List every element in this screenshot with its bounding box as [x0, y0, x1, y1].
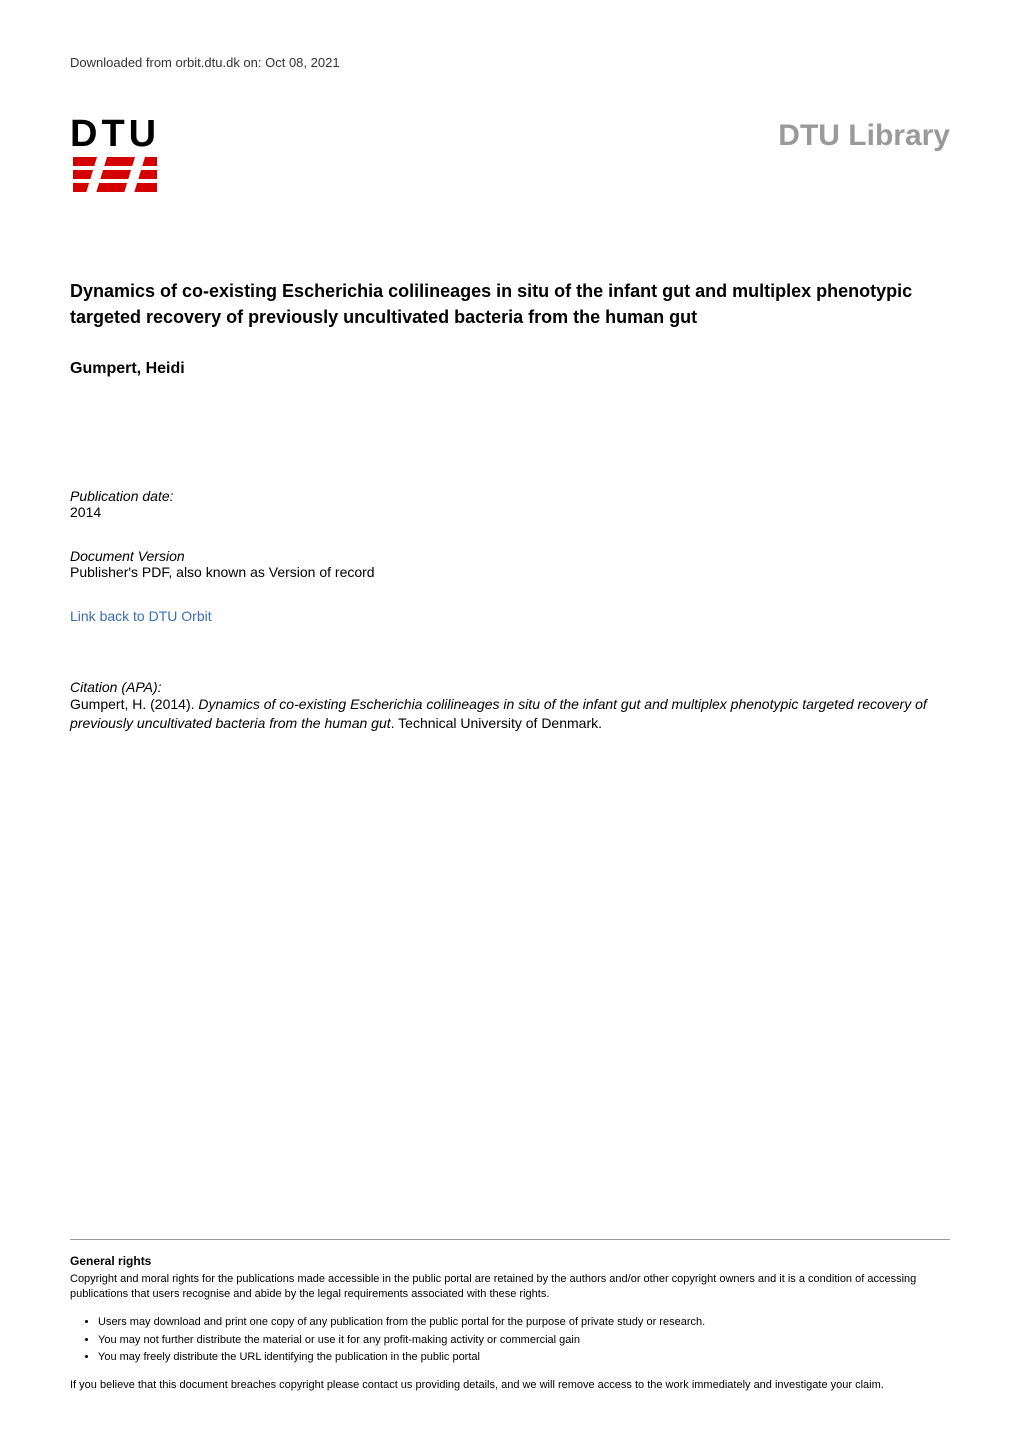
docversion-value: Publisher's PDF, also known as Version o… [70, 564, 950, 580]
divider [70, 1239, 950, 1240]
library-label: DTU Library [778, 119, 950, 153]
citation-tail: . Technical University of Denmark. [391, 715, 602, 731]
rights-closing: If you believe that this document breach… [70, 1378, 950, 1393]
pubdate-value: 2014 [70, 504, 950, 520]
document-authors: Gumpert, Heidi [70, 360, 950, 378]
citation-label: Citation (APA): [70, 679, 950, 695]
rights-bullet: Users may download and print one copy of… [98, 1314, 950, 1331]
publication-date-block: Publication date: 2014 [70, 488, 950, 520]
docversion-label: Document Version [70, 548, 950, 564]
dtu-stripes-icon [73, 157, 157, 203]
citation-block: Citation (APA): Gumpert, H. (2014). Dyna… [70, 679, 950, 733]
document-version-block: Document Version Publisher's PDF, also k… [70, 548, 950, 580]
citation-text: Gumpert, H. (2014). Dynamics of co-exist… [70, 695, 950, 733]
header-row: DTU DTU Library [70, 115, 950, 203]
citation-author-year: Gumpert, H. (2014). [70, 696, 198, 712]
dtu-logo-text: DTU [70, 115, 160, 153]
document-title: Dynamics of co-existing Escherichia coli… [70, 278, 950, 330]
rights-bullets: Users may download and print one copy of… [70, 1314, 950, 1365]
backlink-orbit[interactable]: Link back to DTU Orbit [70, 608, 950, 624]
page-container: Downloaded from orbit.dtu.dk on: Oct 08,… [0, 0, 1020, 1443]
rights-intro: Copyright and moral rights for the publi… [70, 1272, 950, 1303]
pubdate-label: Publication date: [70, 488, 950, 504]
general-rights-block: General rights Copyright and moral right… [70, 1239, 950, 1393]
rights-bullet: You may freely distribute the URL identi… [98, 1349, 950, 1366]
rights-heading: General rights [70, 1254, 950, 1268]
download-line: Downloaded from orbit.dtu.dk on: Oct 08,… [70, 55, 950, 70]
dtu-logo: DTU [70, 115, 160, 203]
rights-bullet: You may not further distribute the mater… [98, 1332, 950, 1349]
